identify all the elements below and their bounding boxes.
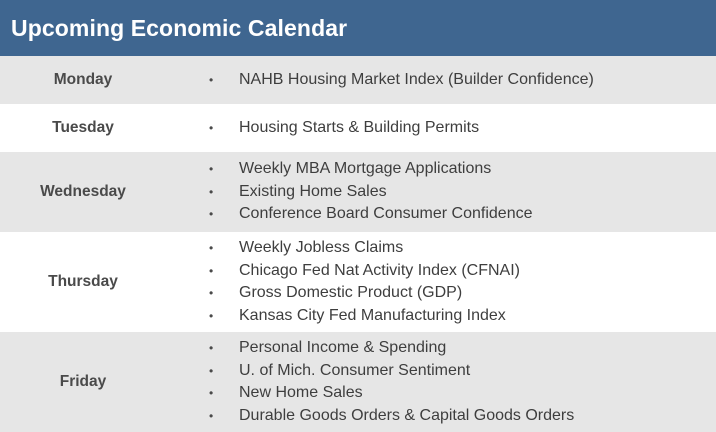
event-text: Housing Starts & Building Permits (239, 118, 480, 136)
event-text: Durable Goods Orders & Capital Goods Ord… (239, 406, 575, 424)
event-text: New Home Sales (239, 384, 363, 401)
event-text: Conference Board Consumer Confidence (239, 205, 533, 223)
bullet-icon: • (209, 308, 214, 323)
event-text: Personal Income & Spending (239, 339, 447, 356)
event-text: Gross Domestic Product (GDP) (239, 284, 463, 301)
calendar-title: Upcoming Economic Calendar (11, 14, 348, 41)
bullet-icon: • (209, 241, 214, 255)
calendar-row-thursday: Thursday • Weekly Jobless Claims • Chicago… (0, 232, 716, 332)
event-text: Chicago Fed Nat Activity Index (CFNAI) (239, 261, 520, 279)
bullet-icon: • (209, 120, 214, 135)
event-text: Existing Home Sales (239, 182, 387, 200)
event-text: Weekly MBA Mortgage Applications (239, 160, 492, 178)
event-list: • Weekly Jobless Claims • Chicago Fed Nat … (166, 237, 520, 327)
day-label: Tuesday (52, 119, 114, 136)
event-item: • Durable Goods Orders & Capital Goods Or… (166, 405, 574, 428)
event-item: • NAHB Housing Market Index (Builder Conf… (166, 69, 594, 92)
day-label: Friday (59, 373, 107, 390)
bullet-icon: • (209, 162, 214, 177)
bullet-icon: • (209, 363, 214, 378)
event-text: NAHB Housing Market Index (Builder Confi… (239, 70, 594, 88)
day-label: Wednesday (40, 183, 126, 200)
calendar-row-tuesday: Tuesday • Housing Starts & Building Permi… (0, 104, 716, 152)
day-label: Monday (53, 71, 113, 88)
bullet-icon: • (209, 207, 214, 222)
bullet-icon: • (209, 184, 214, 199)
event-item: • Existing Home Sales (166, 181, 533, 204)
event-item: • Weekly Jobless Claims (166, 237, 520, 260)
bullet-icon: • (209, 263, 214, 278)
event-item: • Kansas City Fed Manufacturing Index (166, 305, 520, 328)
bullet-icon: • (209, 341, 214, 355)
event-text: Weekly Jobless Claims (239, 239, 404, 256)
calendar-header: Upcoming Economic Calendar (0, 0, 716, 56)
day-label: Thursday (48, 273, 118, 290)
event-item: • Weekly MBA Mortgage Applications (166, 158, 533, 181)
event-text: Kansas City Fed Manufacturing Index (239, 306, 506, 324)
calendar-row-friday: Friday • Personal Income & Spending • U. o… (0, 332, 716, 432)
bullet-icon: • (209, 386, 214, 400)
event-item: • Chicago Fed Nat Activity Index (CFNAI) (166, 260, 520, 283)
event-text: U. of Mich. Consumer Sentiment (239, 361, 471, 379)
calendar-row-wednesday: Wednesday • Weekly MBA Mortgage Applicati… (0, 152, 716, 232)
bullet-icon: • (209, 408, 214, 423)
event-item: • Personal Income & Spending (166, 337, 574, 360)
event-item: • Housing Starts & Building Permits (166, 117, 479, 140)
calendar-row-monday: Monday • NAHB Housing Market Index (Build… (0, 56, 716, 104)
event-list: • Personal Income & Spending • U. of Mich.… (166, 337, 574, 427)
event-list: • NAHB Housing Market Index (Builder Conf… (166, 69, 594, 92)
event-list: • Housing Starts & Building Permits (166, 117, 479, 140)
event-item: • New Home Sales (166, 382, 574, 405)
event-item: • Gross Domestic Product (GDP) (166, 282, 520, 305)
bullet-icon: • (209, 286, 214, 300)
event-list: • Weekly MBA Mortgage Applications • Exist… (166, 158, 533, 226)
event-item: • Conference Board Consumer Confidence (166, 203, 533, 226)
event-item: • U. of Mich. Consumer Sentiment (166, 360, 574, 383)
bullet-icon: • (209, 72, 214, 87)
